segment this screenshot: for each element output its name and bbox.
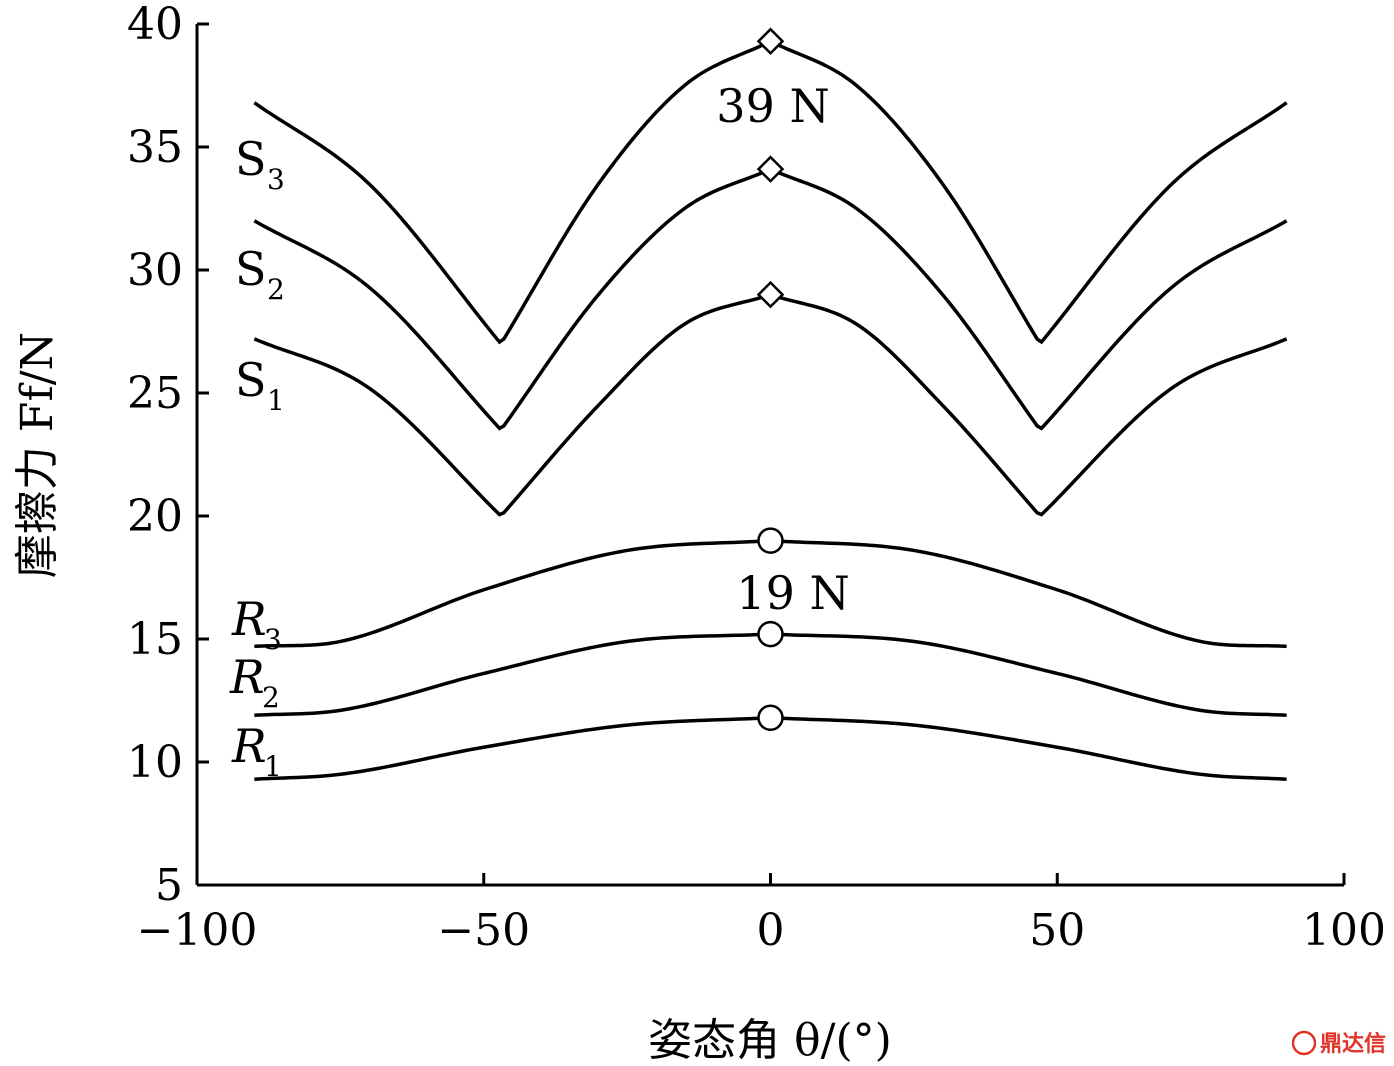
peak-marker-r2 — [757, 620, 784, 648]
peak-marker-s3 — [756, 27, 785, 55]
series-label-s3: S — [235, 132, 267, 186]
peak-marker-r3 — [757, 527, 784, 554]
x-tick-label: 0 — [757, 905, 785, 956]
series-label-sub-r3: 3 — [264, 623, 282, 656]
series-label-sub-s2: 2 — [267, 273, 285, 306]
annotation-39n: 39 N — [716, 79, 829, 133]
series-label-r3: R — [231, 592, 267, 646]
series-label-sub-r1: 1 — [264, 750, 282, 783]
watermark-logo: 鼎达信 — [1291, 1030, 1386, 1057]
curves — [253, 39, 1288, 781]
series-label-r1: R — [231, 719, 267, 773]
watermark-text: 鼎达信 — [1320, 1031, 1386, 1057]
series-label-sub-s1: 1 — [267, 384, 285, 417]
x-tick-label: −50 — [437, 905, 530, 956]
annotation-19n: 19 N — [736, 566, 849, 620]
peak-marker-s2 — [756, 155, 785, 183]
series-label-s2: S — [235, 242, 267, 296]
y-tick-label: 15 — [127, 614, 183, 665]
series-label-sub-s3: 3 — [267, 163, 285, 196]
series-label-r2: R — [229, 650, 265, 704]
x-tick-label: −100 — [137, 905, 258, 956]
markers — [756, 27, 785, 731]
series-label-s1: S — [235, 353, 267, 407]
y-tick-label: 30 — [127, 245, 183, 296]
y-tick-label: 5 — [155, 860, 183, 911]
x-tick-label: 100 — [1302, 905, 1386, 956]
y-tick-label: 20 — [127, 491, 183, 542]
axes: −100 −50 0 50 100 5 10 15 20 25 30 35 40 — [127, 0, 1386, 956]
y-tick-label: 40 — [127, 0, 183, 50]
x-tick-label: 50 — [1029, 905, 1085, 956]
peak-marker-r1 — [757, 704, 784, 731]
y-axis-title: 摩擦力 Ff/N — [12, 332, 63, 578]
y-tick-label: 10 — [127, 737, 183, 788]
series-label-sub-r2: 2 — [262, 681, 280, 714]
y-tick-label: 25 — [127, 368, 183, 419]
y-tick-label: 35 — [127, 122, 183, 173]
x-axis-title: 姿态角 θ/(°) — [648, 1015, 892, 1066]
peak-marker-s1 — [756, 280, 785, 309]
